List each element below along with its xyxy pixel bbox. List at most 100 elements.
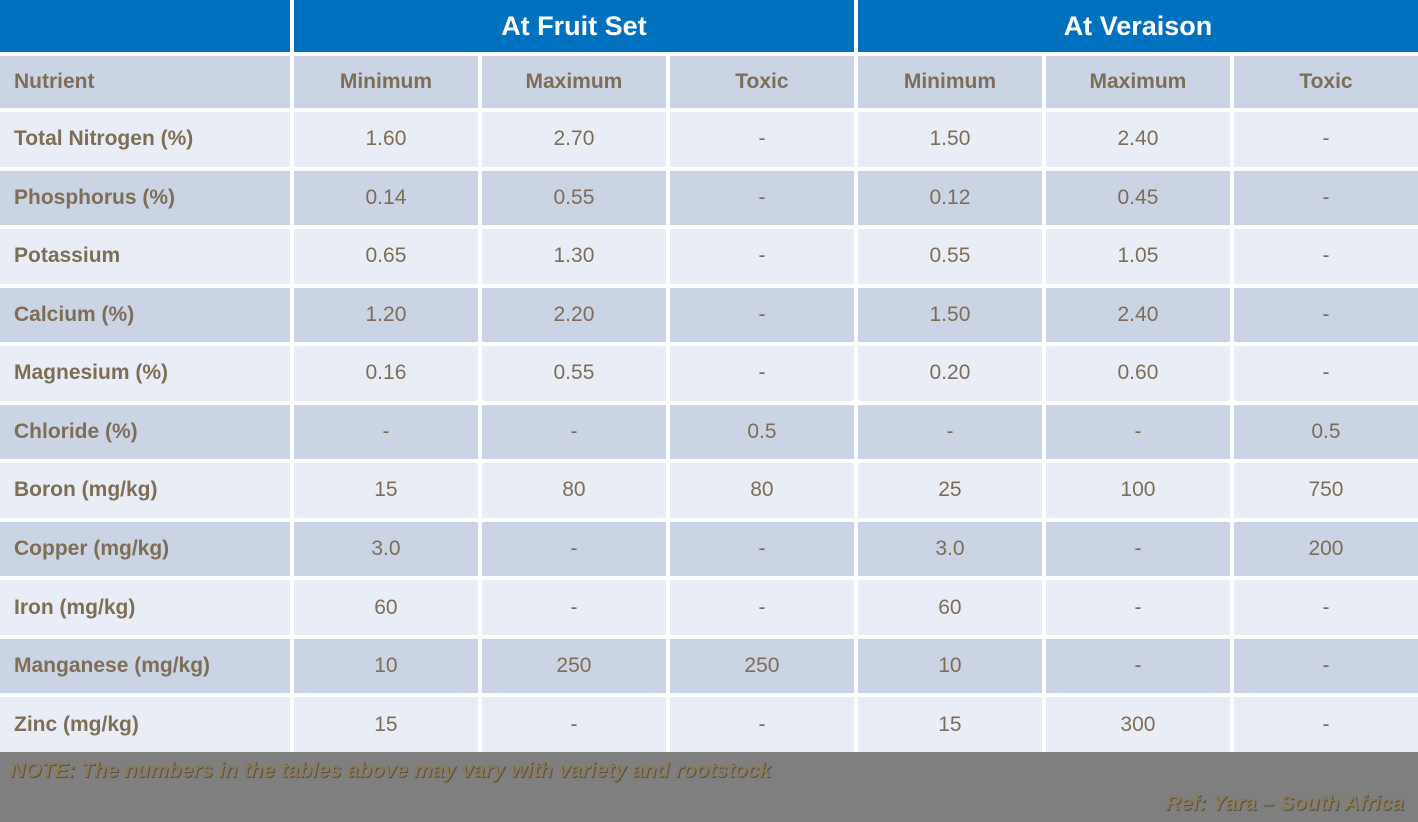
value-cell: - [1045, 404, 1230, 460]
value-cell: 100 [1045, 463, 1230, 518]
value-cell: 3.0 [857, 521, 1042, 577]
value-cell: 60 [857, 580, 1042, 635]
table-row: Boron (mg/kg) 15 80 80 25 100 750 [0, 463, 1418, 518]
value-cell: 25 [857, 463, 1042, 518]
value-cell: - [1233, 346, 1418, 401]
value-cell: 300 [1045, 697, 1230, 752]
value-cell: 1.50 [857, 112, 1042, 167]
value-cell: - [1045, 638, 1230, 694]
value-cell: - [1045, 580, 1230, 635]
value-cell: - [1233, 580, 1418, 635]
table-row: Zinc (mg/kg) 15- -15 300- [0, 697, 1418, 752]
value-cell: - [669, 521, 854, 577]
column-header-min-veraison: Minimum [857, 56, 1042, 108]
value-cell: 250 [669, 638, 854, 694]
value-cell: - [481, 580, 666, 635]
value-cell: 10 [857, 638, 1042, 694]
value-cell: 15 [293, 463, 478, 518]
value-cell: 0.55 [857, 229, 1042, 284]
value-cell: 0.5 [1233, 404, 1418, 460]
value-cell: 0.55 [481, 170, 666, 226]
value-cell: - [1233, 697, 1418, 752]
value-cell: 15 [857, 697, 1042, 752]
value-cell: 250 [481, 638, 666, 694]
value-cell: - [1233, 229, 1418, 284]
value-cell: 1.60 [293, 112, 478, 167]
value-cell: - [1233, 112, 1418, 167]
value-cell: 2.20 [481, 287, 666, 343]
value-cell: - [669, 287, 854, 343]
table-row: Potassium 0.65 1.30-0.55 1.05- [0, 229, 1418, 284]
table-row: Copper (mg/kg) 3.0- -3.0-200 [0, 521, 1418, 577]
table-row: Phosphorus (%) 0.14 0.55-0.12 0.45- [0, 170, 1418, 226]
column-header-max-fruitset: Maximum [481, 56, 666, 108]
value-cell: 0.14 [293, 170, 478, 226]
value-cell: 1.05 [1045, 229, 1230, 284]
value-cell: 750 [1233, 463, 1418, 518]
value-cell: 0.45 [1045, 170, 1230, 226]
value-cell: 2.70 [481, 112, 666, 167]
value-cell: 200 [1233, 521, 1418, 577]
value-cell: - [1233, 170, 1418, 226]
column-header-toxic-fruitset: Toxic [669, 56, 854, 108]
nutrient-name-cell: Total Nitrogen (%) [0, 112, 290, 167]
value-cell: 60 [293, 580, 478, 635]
footer-ref: Ref: Yara – South Africa [1165, 792, 1404, 815]
column-header-row: Nutrient Minimum Maximum Toxic Minimum M… [0, 56, 1418, 108]
group-header-spacer [0, 0, 290, 52]
value-cell: 0.55 [481, 346, 666, 401]
value-cell: - [669, 170, 854, 226]
value-cell: - [1045, 521, 1230, 577]
nutrient-name-cell: Iron (mg/kg) [0, 580, 290, 635]
value-cell: 1.20 [293, 287, 478, 343]
footer: NOTE: The numbers in the tables above ma… [0, 752, 1418, 822]
group-header-row: At Fruit Set At Veraison [0, 0, 1418, 52]
value-cell: 0.16 [293, 346, 478, 401]
nutrient-table-wrap: At Fruit Set At Veraison Nutrient Minimu… [0, 0, 1418, 752]
value-cell: 80 [669, 463, 854, 518]
value-cell: 2.40 [1045, 112, 1230, 167]
nutrient-name-cell: Zinc (mg/kg) [0, 697, 290, 752]
table-row: Total Nitrogen (%) 1.60 2.70-1.50 2.40- [0, 112, 1418, 167]
nutrient-name-cell: Potassium [0, 229, 290, 284]
value-cell: 10 [293, 638, 478, 694]
value-cell: 0.65 [293, 229, 478, 284]
nutrient-table: At Fruit Set At Veraison Nutrient Minimu… [0, 0, 1418, 752]
table-body: Total Nitrogen (%) 1.60 2.70-1.50 2.40- Phos… [0, 112, 1418, 752]
value-cell: 1.50 [857, 287, 1042, 343]
value-cell: 0.20 [857, 346, 1042, 401]
value-cell: - [857, 404, 1042, 460]
value-cell: - [669, 580, 854, 635]
nutrient-name-cell: Copper (mg/kg) [0, 521, 290, 577]
value-cell: - [293, 404, 478, 460]
value-cell: 15 [293, 697, 478, 752]
value-cell: 0.12 [857, 170, 1042, 226]
table-row: Magnesium (%) 0.16 0.55-0.20 0.60- [0, 346, 1418, 401]
value-cell: 3.0 [293, 521, 478, 577]
value-cell: 0.5 [669, 404, 854, 460]
value-cell: - [1233, 287, 1418, 343]
value-cell: - [1233, 638, 1418, 694]
group-header-veraison: At Veraison [857, 0, 1418, 52]
column-header-min-fruitset: Minimum [293, 56, 478, 108]
nutrient-name-cell: Calcium (%) [0, 287, 290, 343]
table-row: Manganese (mg/kg) 10 250 250 10- - [0, 638, 1418, 694]
value-cell: 0.60 [1045, 346, 1230, 401]
value-cell: - [669, 112, 854, 167]
value-cell: - [481, 697, 666, 752]
value-cell: 80 [481, 463, 666, 518]
column-header-max-veraison: Maximum [1045, 56, 1230, 108]
column-header-toxic-veraison: Toxic [1233, 56, 1418, 108]
nutrient-name-cell: Chloride (%) [0, 404, 290, 460]
value-cell: - [669, 697, 854, 752]
value-cell: - [481, 521, 666, 577]
table-row: Calcium (%) 1.20 2.20-1.50 2.40- [0, 287, 1418, 343]
nutrient-name-cell: Boron (mg/kg) [0, 463, 290, 518]
table-row: Iron (mg/kg) 60- -60- - [0, 580, 1418, 635]
value-cell: 2.40 [1045, 287, 1230, 343]
nutrient-name-cell: Phosphorus (%) [0, 170, 290, 226]
value-cell: - [481, 404, 666, 460]
value-cell: - [669, 229, 854, 284]
group-header-fruit-set: At Fruit Set [293, 0, 854, 52]
